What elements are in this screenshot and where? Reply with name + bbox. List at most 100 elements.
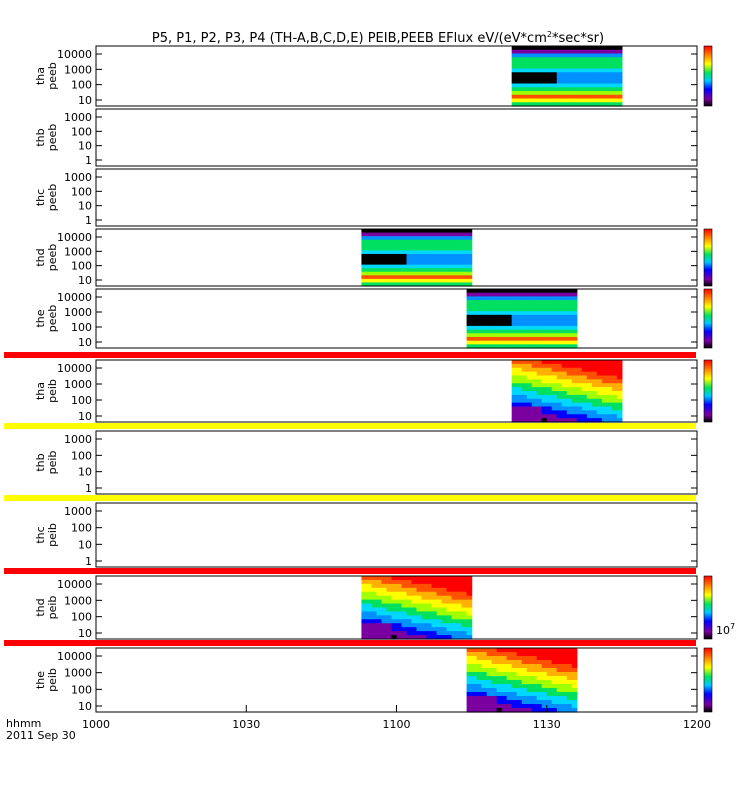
y-label-product: peib — [46, 379, 59, 403]
x-tick-label: 1200 — [683, 718, 711, 731]
y-tick-label: 10000 — [57, 362, 92, 375]
y-tick-label: 100 — [71, 394, 92, 407]
flag-bar — [4, 423, 696, 429]
y-tick-label: 10 — [78, 538, 92, 551]
colorbar — [703, 288, 713, 349]
y-tick-label: 10 — [78, 466, 92, 479]
panel-frame — [95, 647, 698, 713]
y-tick-label: 10000 — [57, 48, 92, 61]
y-label-probe: thb — [34, 128, 47, 146]
y-label-product: peib — [46, 668, 59, 692]
spectrogram-data — [511, 360, 623, 423]
y-tick-label: 10 — [78, 700, 92, 713]
y-tick-label: 10 — [78, 140, 92, 153]
panel-frame — [95, 430, 698, 495]
colorbar — [703, 45, 713, 107]
y-label-probe: the — [34, 309, 47, 327]
x-axis: 1000 1030 1100 1130 1200 — [82, 705, 711, 731]
y-tick-label: 10000 — [57, 291, 92, 304]
y-label-product: peeb — [46, 244, 59, 272]
spectrogram-data — [361, 229, 473, 287]
y-tick-label: 10 — [78, 274, 92, 287]
y-label-probe: thc — [34, 189, 47, 206]
y-tick-label: 1000 — [64, 245, 92, 258]
y-tick-label: 10 — [78, 200, 92, 213]
y-tick-label: 10 — [78, 410, 92, 423]
colorbar — [703, 647, 713, 713]
y-label-product: peib — [46, 523, 59, 547]
panel-thb-peib: 1000 100 10 1 thb peib — [4, 423, 698, 495]
y-label-product: peeb — [46, 124, 59, 152]
y-tick-label: 1000 — [64, 505, 92, 518]
y-tick-label: 1000 — [64, 171, 92, 184]
y-label-product: peib — [46, 596, 59, 620]
y-tick-label: 10 — [78, 94, 92, 107]
y-tick-label: 1 — [85, 482, 92, 495]
y-tick-label: 100 — [71, 611, 92, 624]
y-tick-label: 1000 — [64, 111, 92, 124]
y-label-product: peeb — [46, 62, 59, 90]
panel-frame — [95, 575, 698, 640]
y-tick-label: 100 — [71, 522, 92, 535]
x-tick-label: 1030 — [232, 718, 260, 731]
y-tick-label: 1000 — [64, 594, 92, 607]
y-label-product: peeb — [46, 184, 59, 212]
panel-tha-peib: 10000 1000 100 10 tha peib — [4, 352, 713, 423]
panel-the-peeb: 10000 1000 100 10 the peeb — [34, 288, 713, 349]
y-tick-label: 100 — [71, 449, 92, 462]
colorbar — [703, 359, 713, 423]
y-tick-label: 1000 — [64, 63, 92, 76]
y-tick-label: 100 — [71, 683, 92, 696]
panel-frame — [95, 359, 698, 423]
y-tick-label: 10000 — [57, 578, 92, 591]
panel-thc-peib: 1000 100 10 1 thc peib — [4, 495, 698, 568]
y-tick-label: 100 — [71, 185, 92, 198]
spectrogram-data — [466, 289, 578, 349]
y-tick-label: 10000 — [57, 650, 92, 663]
spectrogram-data — [511, 46, 623, 107]
y-tick-label: 10000 — [57, 231, 92, 244]
chart-title: P5, P1, P2, P3, P4 (TH-A,B,C,D,E) PEIB,P… — [152, 30, 604, 46]
y-tick-label: 1 — [85, 154, 92, 167]
y-tick-label: 1 — [85, 214, 92, 227]
y-tick-label: 10 — [78, 627, 92, 640]
y-tick-label: 1000 — [64, 667, 92, 680]
panel-frame — [95, 228, 698, 287]
panel-frame — [95, 108, 698, 167]
y-tick-label: 100 — [71, 125, 92, 138]
spectrogram-data — [466, 648, 578, 713]
y-tick-label: 10 — [78, 336, 92, 349]
y-label-product: peib — [46, 451, 59, 475]
y-tick-label: 1000 — [64, 306, 92, 319]
panel-frame — [95, 168, 698, 227]
y-tick-label: 1000 — [64, 433, 92, 446]
flag-bar — [4, 495, 696, 501]
panel-the-peib: 10000 1000 100 10 the peib — [4, 640, 713, 713]
date-label: 2011 Sep 30 — [6, 729, 76, 742]
panel-frame — [95, 288, 698, 349]
colorbar — [703, 228, 713, 287]
y-tick-label: 100 — [71, 321, 92, 334]
flag-bar — [4, 568, 696, 574]
y-label-probe: thd — [34, 598, 47, 616]
panel-frame — [95, 502, 698, 568]
x-tick-label: 1130 — [533, 718, 561, 731]
y-tick-label: 1 — [85, 555, 92, 568]
y-tick-label: 100 — [71, 79, 92, 92]
chart-title-superscript: 2 — [547, 30, 552, 39]
flag-bar — [4, 640, 696, 646]
panel-frame — [95, 45, 698, 107]
y-label-probe: thb — [34, 453, 47, 471]
y-label-probe: thc — [34, 526, 47, 543]
y-label-product: peeb — [46, 305, 59, 333]
flag-bar — [4, 352, 696, 358]
x-tick-label: 1000 — [82, 718, 110, 731]
panel-thd-peib: 10000 1000 100 10 thd peib — [4, 568, 713, 640]
y-label-probe: the — [34, 671, 47, 689]
y-label-probe: thd — [34, 248, 47, 266]
